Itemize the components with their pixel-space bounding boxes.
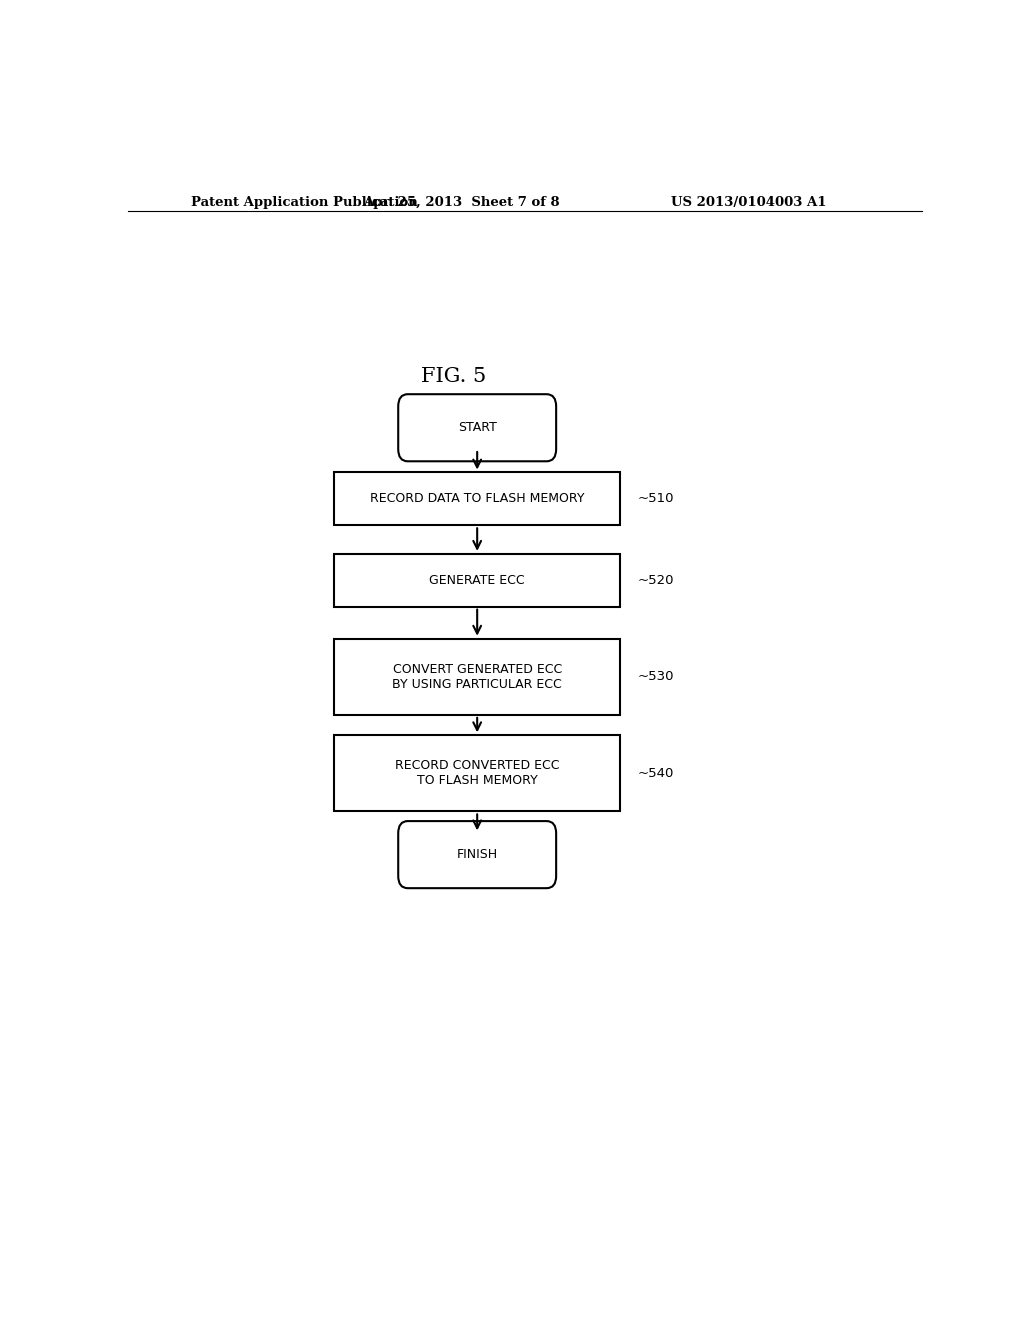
Text: ~520: ~520 bbox=[638, 574, 674, 586]
FancyBboxPatch shape bbox=[398, 821, 556, 888]
Text: START: START bbox=[458, 421, 497, 434]
Text: GENERATE ECC: GENERATE ECC bbox=[429, 574, 525, 586]
Text: ~530: ~530 bbox=[638, 671, 674, 684]
Bar bbox=[334, 473, 620, 525]
Text: CONVERT GENERATED ECC
BY USING PARTICULAR ECC: CONVERT GENERATED ECC BY USING PARTICULA… bbox=[392, 663, 562, 690]
Text: US 2013/0104003 A1: US 2013/0104003 A1 bbox=[671, 195, 826, 209]
FancyBboxPatch shape bbox=[398, 395, 556, 461]
Text: Patent Application Publication: Patent Application Publication bbox=[191, 195, 418, 209]
Bar bbox=[334, 639, 620, 715]
Bar bbox=[334, 735, 620, 812]
Text: RECORD DATA TO FLASH MEMORY: RECORD DATA TO FLASH MEMORY bbox=[370, 492, 585, 506]
Bar bbox=[334, 554, 620, 607]
Text: RECORD CONVERTED ECC
TO FLASH MEMORY: RECORD CONVERTED ECC TO FLASH MEMORY bbox=[395, 759, 559, 787]
Text: ~510: ~510 bbox=[638, 492, 674, 506]
Text: Apr. 25, 2013  Sheet 7 of 8: Apr. 25, 2013 Sheet 7 of 8 bbox=[362, 195, 560, 209]
Text: FINISH: FINISH bbox=[457, 849, 498, 861]
Text: FIG. 5: FIG. 5 bbox=[421, 367, 486, 387]
Text: ~540: ~540 bbox=[638, 767, 674, 780]
